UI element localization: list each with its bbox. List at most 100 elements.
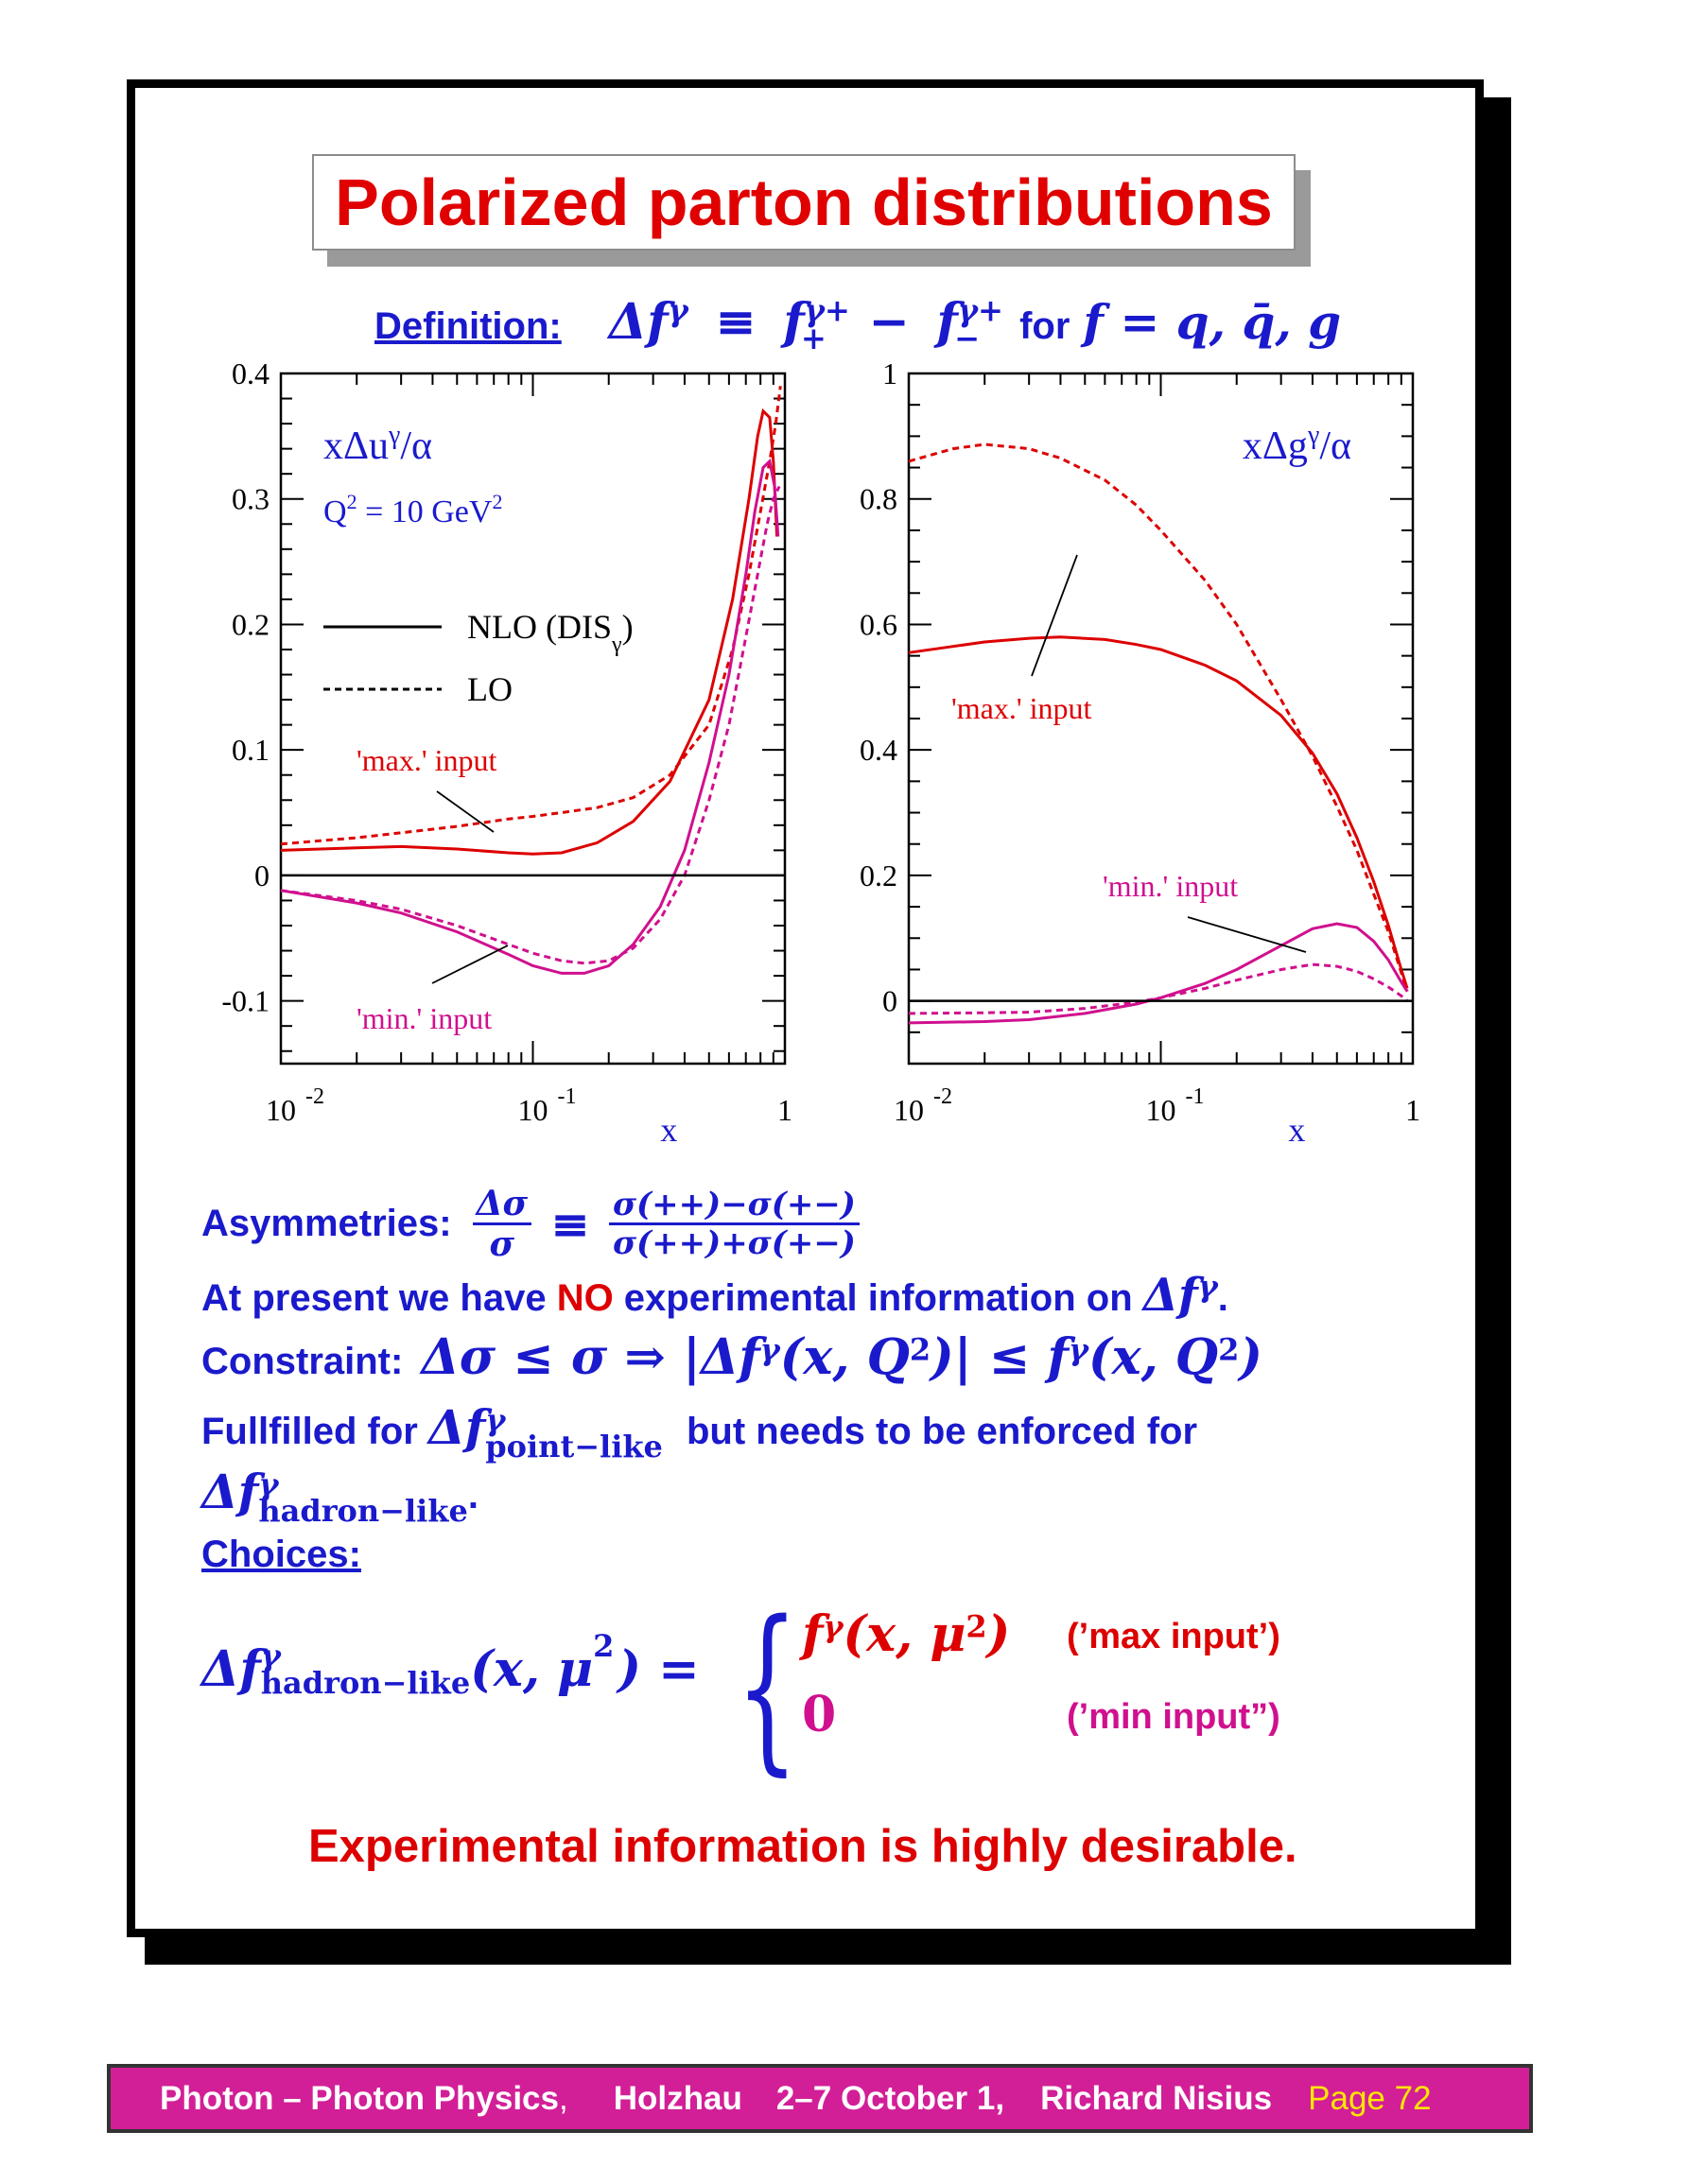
scale-q: Q <box>323 494 347 529</box>
hadron-sup: γ <box>258 1465 279 1502</box>
present-dot: . <box>1217 1277 1228 1319</box>
asym-frac2-den: σ(++)+σ(+−) <box>612 1224 856 1262</box>
case1-sup: γ <box>823 1608 844 1645</box>
scale-mid: = 10 GeV <box>357 494 493 529</box>
asym-frac2: σ(++)−σ(+−) σ(++)+σ(+−) <box>608 1188 860 1262</box>
y-tick-label: 0 <box>254 858 270 893</box>
def-minus: − <box>868 293 910 351</box>
present-before: At present we have <box>201 1277 557 1319</box>
annotation-max: 'max.' input <box>357 743 497 777</box>
y-tick-label: 0.1 <box>232 733 270 767</box>
scale-sup1: 2 <box>347 490 357 513</box>
series-line-2 <box>908 442 1409 993</box>
annotation-min: 'min.' input <box>357 1001 492 1035</box>
conclusion: Experimental information is highly desir… <box>308 1821 1297 1872</box>
case1-label: (’max input’) <box>1067 1617 1280 1656</box>
case2-math: 0 <box>802 1686 837 1743</box>
fullfilled-math: Δf <box>427 1399 486 1455</box>
panel-label-sup: γ <box>388 421 400 450</box>
x-tick-label: 1 <box>777 1093 792 1127</box>
y-tick-label: 0.4 <box>232 356 270 390</box>
hadron-sub: hadron−like <box>258 1493 468 1530</box>
series-line-1 <box>280 407 779 856</box>
y-tick-label: -0.1 <box>221 984 270 1018</box>
series-line-4 <box>908 962 1409 1015</box>
x-tick-label: 10 <box>894 1093 924 1127</box>
fullfilled-sup: γ <box>485 1401 506 1438</box>
footer-page: Page 72 <box>1308 2079 1432 2117</box>
case1-args: (x, μ <box>843 1605 966 1663</box>
constraint-sq1: 2 <box>909 1331 931 1368</box>
asymmetries-label: Asymmetries: <box>201 1203 452 1244</box>
panel-label: xΔuγ/α <box>323 421 432 468</box>
fullfilled-after: but needs to be enforced for <box>675 1411 1198 1452</box>
footer-comma: , <box>558 2079 568 2117</box>
annotation-min-pointer <box>1187 916 1307 953</box>
choices-label: Choices: <box>201 1534 361 1575</box>
y-tick-label: 0.6 <box>860 607 897 641</box>
constraint-row: Constraint: Δσ ≤ σ ⇒ |Δfγ(x, Q2)| ≤ fγ(x… <box>201 1328 1262 1386</box>
legend-lo: LO <box>467 670 513 708</box>
annotation-min: 'min.' input <box>1103 869 1238 903</box>
constraint-math: Δσ ≤ σ ⇒ |Δf <box>421 1328 760 1386</box>
def-term2-sub: − <box>954 321 981 357</box>
panel-label-main: xΔu <box>323 425 389 468</box>
constraint-mid3: (x, Q <box>1088 1328 1219 1386</box>
series-line-1 <box>908 635 1409 989</box>
panel-label-tail: /α <box>400 425 432 468</box>
x-tick-exp: -2 <box>305 1084 324 1109</box>
x-axis-label: x <box>660 1111 677 1149</box>
y-tick-label: 0 <box>882 984 897 1018</box>
legend-nlo-main: NLO (DIS <box>467 608 612 646</box>
hadron-row: Δf γ hadron−like. <box>201 1464 479 1530</box>
y-tick-label: 0.8 <box>860 482 897 516</box>
definition-formula: Δfγ ≡ fγ++ − fγ+− <box>608 292 1003 355</box>
x-tick-exp: -1 <box>558 1084 577 1109</box>
x-axis-label: x <box>1288 1111 1305 1149</box>
constraint-sup2: γ <box>1068 1331 1088 1368</box>
def-lhs-sup: γ <box>668 292 688 329</box>
panel-label: xΔgγ/α <box>1243 421 1351 468</box>
hadron-dot: . <box>467 1475 479 1517</box>
fullfilled-row: Fullfilled for Δf γ point−like but needs t… <box>201 1399 1198 1463</box>
x-tick-exp: -1 <box>1186 1084 1205 1109</box>
fullfilled-before: Fullfilled for <box>201 1411 428 1452</box>
footer-author: Richard Nisius <box>1040 2079 1273 2117</box>
series-line-4 <box>280 485 781 965</box>
choices-lhs: Δf γ hadron−like (x, μ 2) = <box>201 1628 700 1701</box>
footer-place: Holzhau <box>613 2079 742 2117</box>
present-math: Δf <box>1142 1269 1198 1322</box>
legend-nlo: NLO (DISγ) <box>467 608 634 657</box>
present-no: NO <box>556 1277 614 1319</box>
x-tick-label: 10 <box>518 1093 548 1127</box>
legend-nlo-tail: ) <box>622 608 634 646</box>
hadron-scripts: γ hadron−like <box>258 1465 468 1530</box>
y-tick-label: 0.2 <box>232 607 270 641</box>
def-term2: f <box>936 293 958 351</box>
footer-date: 2–7 October 1, <box>775 2079 1005 2117</box>
asym-frac2-num: σ(++)−σ(+−) <box>608 1188 860 1225</box>
constraint-mid: (x, Q <box>779 1328 910 1386</box>
x-tick-exp: -2 <box>933 1084 952 1109</box>
def-lhs: Δf <box>608 293 669 351</box>
y-tick-label: 0.3 <box>232 482 270 516</box>
asym-frac1-num: Δσ <box>472 1187 532 1225</box>
fullfilled-scripts: γ point−like <box>485 1401 663 1463</box>
constraint-sup1: γ <box>759 1331 780 1368</box>
present-after: experimental information on <box>613 1277 1143 1319</box>
slide-frame <box>127 79 1484 1937</box>
series-line-3 <box>280 458 780 975</box>
scale-sup2: 2 <box>492 490 502 513</box>
series-line-3 <box>908 922 1409 1025</box>
panel-label-sup: γ <box>1307 421 1319 450</box>
definition-for: for <box>1019 305 1070 347</box>
case1-math: f <box>802 1605 824 1663</box>
def-equiv: ≡ <box>715 293 757 351</box>
definition-label: Definition: <box>374 305 562 347</box>
case1-sq: 2 <box>966 1608 987 1645</box>
present-row: At present we have NO experimental infor… <box>201 1269 1228 1322</box>
definition-row: Definition: Δfγ ≡ fγ++ − fγ+− for f = q,… <box>374 293 1341 359</box>
choices-lhs-args: (x, μ <box>470 1640 594 1698</box>
